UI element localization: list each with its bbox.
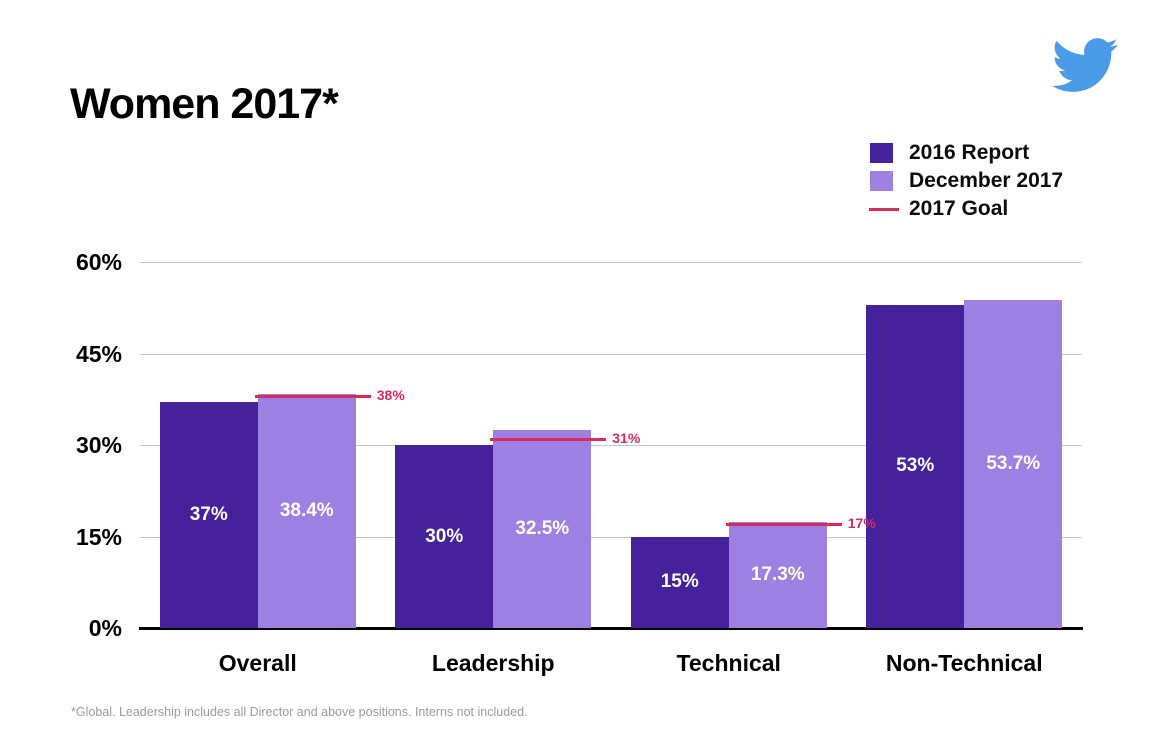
bar-value-label: 15% (660, 571, 699, 593)
legend: 2016 Report December 2017 2017 Goal (869, 139, 1063, 223)
twitter-bird-icon (1052, 32, 1118, 98)
goal-line-leadership (490, 437, 607, 441)
bar-value-label: 53% (896, 455, 935, 477)
footnote: *Global. Leadership includes all Directo… (71, 705, 528, 719)
goal-label-overall: 38% (376, 387, 405, 404)
goal-line-technical (725, 523, 842, 527)
y-axis-tick-label: 0% (88, 615, 122, 641)
legend-label-2016-report: 2016 Report (909, 141, 1030, 164)
gridline-30 (140, 445, 1082, 446)
bar-technical-2016-report: 15% (630, 536, 729, 628)
category-label-overall: Overall (218, 650, 297, 676)
bar-technical-december-2017: 17.3% (728, 522, 827, 628)
y-axis-tick-label: 15% (75, 523, 122, 550)
legend-item-2017-goal: 2017 Goal (869, 195, 1063, 223)
gridline-15 (140, 536, 1082, 538)
legend-swatch-2016-report (870, 143, 893, 163)
bar-value-label: 37% (189, 504, 228, 526)
bar-overall-december-2017: 38.4% (257, 393, 356, 628)
gridline-60 (140, 262, 1082, 263)
legend-swatch-2017-goal-line (869, 207, 899, 211)
bar-non-technical-2016-report: 53% (866, 304, 965, 628)
bar-value-label: 30% (425, 525, 464, 547)
bar-leadership-2016-report: 30% (395, 445, 494, 628)
legend-item-2016-report: 2016 Report (869, 139, 1063, 167)
bar-value-label: 17.3% (750, 564, 805, 586)
page-title: Women 2017* (70, 80, 339, 128)
legend-item-december-2017: December 2017 (869, 167, 1063, 195)
bar-value-label: 38.4% (279, 499, 334, 521)
legend-label-2017-goal: 2017 Goal (909, 197, 1009, 220)
category-label-technical: Technical (676, 650, 781, 676)
bar-non-technical-december-2017: 53.7% (964, 300, 1063, 628)
y-axis-tick-label: 60% (75, 249, 122, 275)
legend-label-december-2017: December 2017 (909, 169, 1064, 192)
goal-label-leadership: 31% (612, 429, 641, 446)
y-axis-tick-label: 30% (75, 432, 122, 458)
bar-value-label: 32.5% (515, 517, 570, 539)
y-axis-tick-label: 45% (75, 340, 122, 367)
goal-line-overall (254, 395, 371, 399)
legend-swatch-december-2017 (870, 171, 893, 191)
bar-overall-2016-report: 37% (159, 402, 258, 628)
bar-value-label: 53.7% (986, 453, 1041, 475)
bar-leadership-december-2017: 32.5% (493, 429, 592, 628)
category-label-non-technical: Non-Technical (885, 650, 1043, 676)
category-label-leadership: Leadership (431, 650, 555, 676)
goal-label-technical: 17% (847, 515, 876, 532)
gridline-45 (140, 353, 1082, 355)
x-axis-line (139, 627, 1083, 630)
